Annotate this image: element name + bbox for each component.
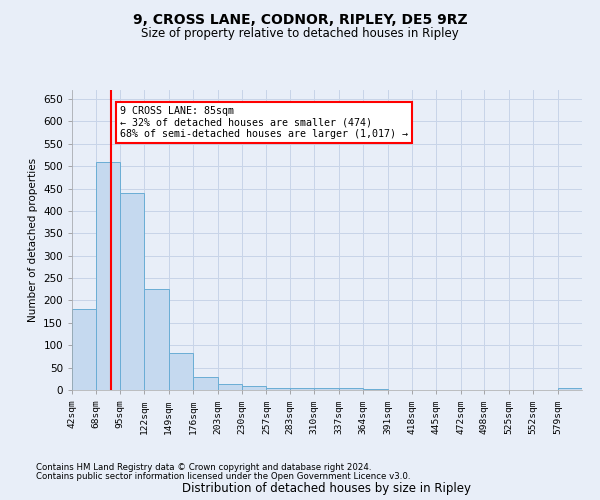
Bar [557,388,582,390]
Bar [242,386,266,390]
Bar [339,388,363,390]
Bar [363,388,388,390]
Text: Contains HM Land Registry data © Crown copyright and database right 2024.: Contains HM Land Registry data © Crown c… [36,464,371,472]
Bar [193,378,218,390]
Bar [314,388,339,390]
Bar [290,388,314,390]
Text: 9, CROSS LANE, CODNOR, RIPLEY, DE5 9RZ: 9, CROSS LANE, CODNOR, RIPLEY, DE5 9RZ [133,12,467,26]
Bar [169,353,193,390]
Bar [120,193,145,390]
Text: Distribution of detached houses by size in Ripley: Distribution of detached houses by size … [182,482,472,495]
Bar [266,388,290,390]
Y-axis label: Number of detached properties: Number of detached properties [28,158,38,322]
Bar [145,290,169,390]
Bar [95,162,120,390]
Bar [218,384,242,390]
Text: 9 CROSS LANE: 85sqm
← 32% of detached houses are smaller (474)
68% of semi-detac: 9 CROSS LANE: 85sqm ← 32% of detached ho… [120,106,408,139]
Bar [72,310,95,390]
Text: Contains public sector information licensed under the Open Government Licence v3: Contains public sector information licen… [36,472,410,481]
Text: Size of property relative to detached houses in Ripley: Size of property relative to detached ho… [141,28,459,40]
